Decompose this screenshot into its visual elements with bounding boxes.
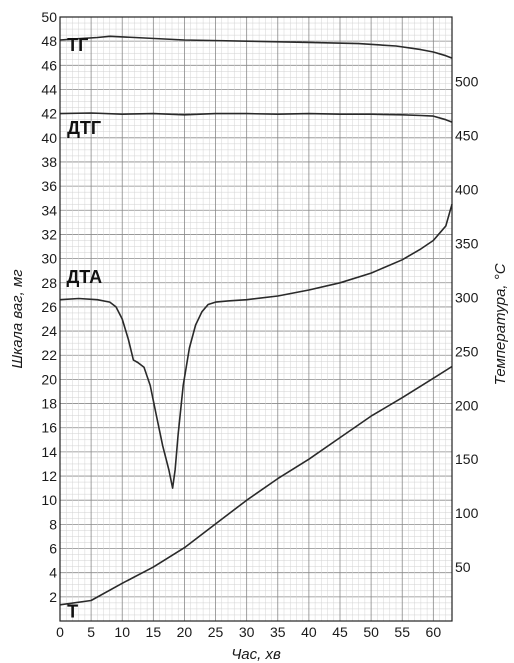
tick-labels: 0 5 10 15 20 25 30 35 40 45 50 55 602468101214161820… [41,9,478,640]
y-tick-label: 42 [41,106,57,122]
curve-label-дтг: ДТГ [67,118,101,138]
y-tick-label: 10 [41,492,57,508]
x-axis-title: Час, хв [231,646,281,663]
y2-tick-label: 450 [455,128,479,144]
grid [59,16,453,622]
y2-tick-label: 500 [455,74,479,90]
curves [59,35,453,606]
y-tick-label: 44 [41,81,57,97]
y-tick-label: 14 [41,444,57,460]
x-tick-label: 10 [114,624,130,640]
y-tick-label: 2 [49,589,57,605]
y2-tick-label: 200 [455,397,479,413]
curve-label-дта: ДТА [66,267,102,287]
y2-axis-title: Температура, °С [492,263,509,385]
y-axis-title: Шкала ваг, мг [9,269,26,369]
curve-labels: ТГ ДТГ ДТА T [66,35,102,622]
y2-tick-label: 300 [455,289,479,305]
y-tick-label: 36 [41,178,57,194]
y-tick-label: 16 [41,420,57,436]
x-tick-label: 45 [332,624,348,640]
curve-label-t: T [67,601,78,621]
y2-tick-label: 350 [455,236,479,252]
y-tick-label: 28 [41,275,57,291]
y-tick-label: 32 [41,226,57,242]
curve-label-тг: ТГ [67,35,88,55]
y-tick-label: 8 [49,516,57,532]
x-tick-label: 30 [239,624,255,640]
y-tick-label: 4 [49,565,57,581]
y-tick-label: 38 [41,154,57,170]
y-tick-label: 12 [41,468,57,484]
series-line-t [59,365,453,606]
x-tick-label: 55 [394,624,410,640]
x-tick-label: 35 [270,624,286,640]
y2-tick-label: 150 [455,451,479,467]
x-tick-label: 60 [426,624,442,640]
y-tick-label: 34 [41,202,57,218]
x-tick-label: 15 [146,624,162,640]
x-tick-label: 50 [363,624,379,640]
y-tick-label: 24 [41,323,57,339]
y-tick-label: 22 [41,347,57,363]
series-line-дтг [59,112,453,123]
y-tick-label: 6 [49,541,57,557]
y2-tick-label: 50 [455,559,471,575]
y-tick-label: 40 [41,130,57,146]
y-tick-label: 30 [41,251,57,267]
y-tick-label: 48 [41,33,57,49]
x-tick-label: 0 [56,624,64,640]
series-line-тг [59,35,453,59]
series-line-дта [59,203,453,489]
x-tick-label: 40 [301,624,317,640]
x-tick-label: 5 [87,624,95,640]
y2-tick-label: 400 [455,182,479,198]
plot-frame [59,16,453,622]
y-tick-label: 20 [41,371,57,387]
x-tick-label: 20 [177,624,193,640]
y2-tick-label: 100 [455,505,479,521]
y-tick-label: 50 [41,9,57,25]
y-tick-label: 46 [41,57,57,73]
x-tick-label: 25 [208,624,224,640]
y-tick-label: 18 [41,396,57,412]
y-tick-label: 26 [41,299,57,315]
y2-tick-label: 250 [455,343,479,359]
